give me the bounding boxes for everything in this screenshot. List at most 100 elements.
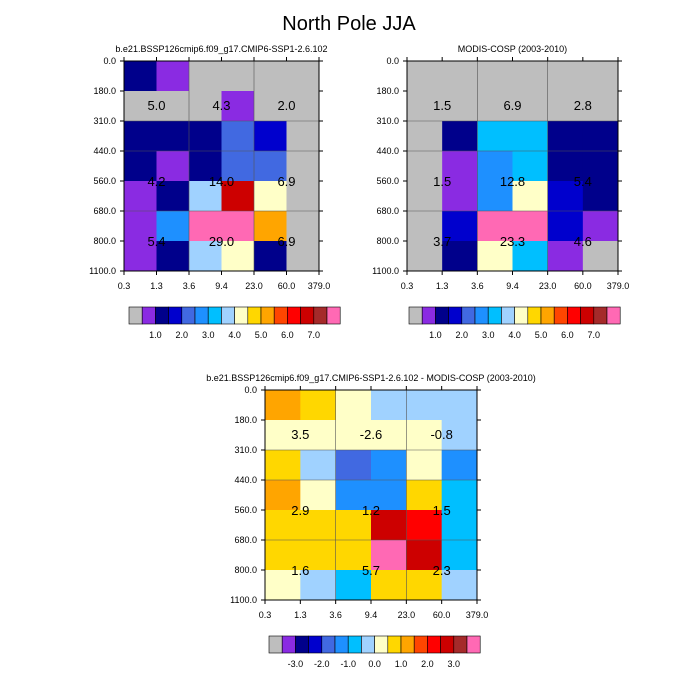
colorbar-swatch	[260, 306, 275, 325]
heatmap-cell	[407, 211, 443, 242]
colorbar-swatch	[400, 635, 415, 654]
heatmap-cell	[582, 151, 619, 182]
heatmap-cell	[582, 61, 619, 92]
x-tick-label: 3.6	[329, 610, 342, 620]
heatmap-cell	[582, 211, 619, 242]
y-tick-label: 440.0	[234, 475, 257, 485]
heatmap-cell	[512, 91, 549, 122]
heatmap-cell	[156, 121, 190, 152]
heatmap-cell	[442, 211, 478, 242]
x-tick-label: 23.0	[539, 281, 557, 291]
heatmap-cell	[407, 181, 443, 212]
group-value-label: 1.5	[433, 174, 451, 189]
y-tick-label: 1100.0	[372, 266, 399, 276]
heatmap-cell	[254, 241, 287, 272]
colorbar-swatch	[295, 635, 309, 654]
heatmap-cell	[254, 151, 287, 182]
colorbar-swatch	[268, 635, 283, 654]
x-tick-label: 9.4	[506, 281, 519, 291]
heatmap-cell	[124, 151, 157, 182]
group-value-label: 6.9	[277, 174, 295, 189]
heatmap-cell	[441, 390, 478, 421]
heatmap-cell	[582, 241, 619, 272]
heatmap-cell	[406, 570, 443, 601]
heatmap-cell	[547, 241, 584, 272]
group-value-label: -0.8	[430, 427, 452, 442]
group-value-label: 23.3	[500, 234, 525, 249]
heatmap-cell	[156, 181, 190, 212]
heatmap-cell	[547, 151, 584, 182]
heatmap-cell	[189, 121, 222, 152]
y-tick-label: 180.0	[93, 86, 116, 96]
heatmap-cell	[156, 91, 190, 122]
heatmap-cell	[265, 450, 301, 481]
group-value-label: 5.7	[362, 563, 380, 578]
colorbar-swatch	[421, 306, 436, 325]
colorbar-swatch	[435, 306, 449, 325]
colorbar-swatch	[448, 306, 463, 325]
y-tick-label: 310.0	[376, 116, 399, 126]
heatmap-cell	[335, 570, 372, 601]
x-tick-label: 0.3	[401, 281, 414, 291]
x-tick-label: 0.3	[259, 610, 272, 620]
heatmap-cell	[286, 241, 320, 272]
heatmap-cell	[442, 61, 478, 92]
heatmap-cell	[221, 181, 255, 212]
heatmap-cell	[335, 540, 372, 571]
colorbar-label: 3.0	[448, 659, 461, 669]
colorbar-label: 5.0	[535, 330, 548, 340]
colorbar-label: 7.0	[308, 330, 321, 340]
colorbar-swatch	[141, 306, 156, 325]
heatmap-cell	[221, 121, 255, 152]
colorbar-swatch	[553, 306, 568, 325]
x-tick-label: 3.6	[183, 281, 196, 291]
group-value-label: 5.0	[147, 98, 165, 113]
heatmap-cell	[265, 540, 301, 571]
heatmap-cell	[265, 570, 301, 601]
colorbar-swatch	[321, 635, 336, 654]
heatmap-cell	[442, 241, 478, 272]
heatmap-cell	[371, 420, 407, 451]
group-value-label: 29.0	[209, 234, 234, 249]
heatmap-cell	[335, 480, 372, 511]
colorbar-label: 6.0	[281, 330, 294, 340]
heatmap-cell	[156, 151, 190, 182]
heatmap-cell	[300, 480, 337, 511]
heatmap-cell	[371, 480, 407, 511]
heatmap-cell	[265, 510, 301, 541]
heatmap-cell	[254, 211, 287, 242]
group-value-label: 6.9	[503, 98, 521, 113]
x-tick-label: 379.0	[607, 281, 630, 291]
y-tick-label: 800.0	[376, 236, 399, 246]
heatmap-cell	[189, 151, 222, 182]
colorbar-swatch	[347, 635, 362, 654]
x-tick-label: 60.0	[574, 281, 592, 291]
colorbar-swatch	[527, 306, 542, 325]
colorbar-label: 3.0	[202, 330, 215, 340]
heatmap-cell	[477, 91, 513, 122]
group-value-label: 1.2	[362, 503, 380, 518]
heatmap-cell	[582, 91, 619, 122]
panel-title: MODIS-COSP (2003-2010)	[458, 44, 567, 54]
colorbar-swatch	[207, 306, 222, 325]
heatmap-cell	[441, 480, 478, 511]
y-tick-label: 680.0	[234, 535, 257, 545]
heatmap-cell	[221, 241, 255, 272]
heatmap-cell	[441, 420, 478, 451]
x-tick-label: 23.0	[245, 281, 263, 291]
y-tick-label: 310.0	[234, 445, 257, 455]
y-tick-label: 0.0	[386, 56, 399, 66]
colorbar-label: 2.0	[421, 659, 434, 669]
heatmap-cell	[406, 390, 443, 421]
colorbar-swatch	[540, 306, 555, 325]
heatmap-cell	[286, 151, 320, 182]
colorbar-swatch	[474, 306, 489, 325]
y-tick-label: 0.0	[103, 56, 116, 66]
heatmap-cell	[441, 450, 478, 481]
colorbar-label: 2.0	[176, 330, 189, 340]
colorbar-label: 4.0	[508, 330, 521, 340]
heatmap-cell	[371, 390, 407, 421]
group-value-label: 5.4	[574, 174, 592, 189]
group-value-label: 2.9	[291, 503, 309, 518]
colorbar-swatch	[466, 635, 481, 654]
